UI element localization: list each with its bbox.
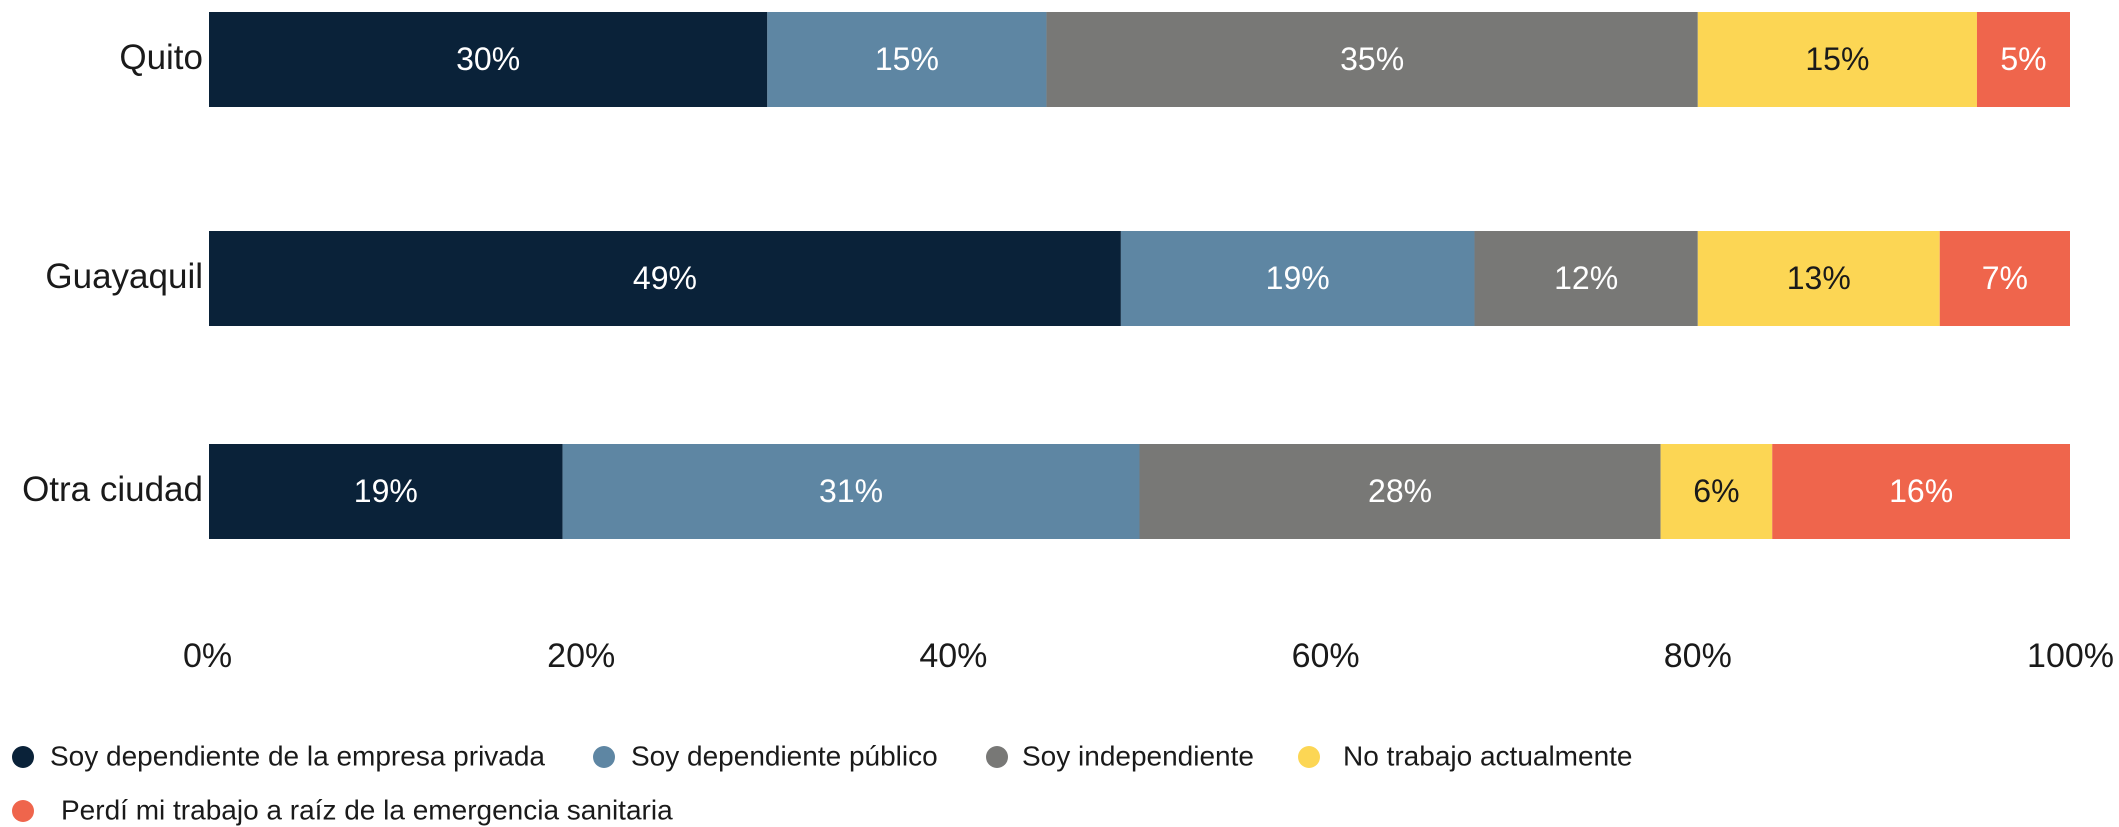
legend-label: Soy dependiente de la empresa privada [50, 740, 545, 771]
legend-label: Soy dependiente público [631, 740, 938, 771]
category-label: Quito [119, 38, 203, 77]
data-label: 19% [1266, 260, 1330, 296]
bar-segment [767, 12, 1047, 107]
x-tick-label: 20% [547, 637, 615, 675]
bar-segment [209, 231, 1121, 326]
bar-segment [1976, 12, 2070, 107]
legend-marker [593, 746, 615, 768]
data-label: 28% [1368, 473, 1432, 509]
data-label: 31% [819, 473, 883, 509]
data-label: 13% [1787, 260, 1851, 296]
x-tick-label: 80% [1664, 637, 1732, 675]
data-label: 49% [633, 260, 697, 296]
legend-marker [12, 800, 34, 822]
data-label: 35% [1340, 41, 1404, 77]
bar-segment [209, 444, 563, 539]
bar-segment [1474, 231, 1698, 326]
bar-segment [1697, 231, 1940, 326]
bar-segment [1660, 444, 1773, 539]
bar-segment [1046, 12, 1698, 107]
bar-segment [1772, 444, 2070, 539]
bar-segment [209, 12, 768, 107]
category-label: Otra ciudad [22, 470, 203, 509]
data-label: 15% [1805, 41, 1869, 77]
legend-marker [12, 746, 34, 768]
x-tick-label: 0% [183, 637, 232, 675]
x-tick-label: 40% [919, 637, 987, 675]
bar-segment [1939, 231, 2070, 326]
legend-marker [1298, 746, 1320, 768]
legend-marker [986, 746, 1008, 768]
data-label: 5% [2000, 41, 2046, 77]
bar-segment [562, 444, 1140, 539]
bar-segment [1697, 12, 1977, 107]
data-label: 6% [1693, 473, 1739, 509]
x-tick-label: 100% [2027, 637, 2114, 675]
x-tick-label: 60% [1292, 637, 1360, 675]
legend-label: Perdí mi trabajo a raíz de la emergencia… [61, 794, 673, 825]
data-label: 16% [1889, 473, 1953, 509]
bar-segment [1139, 444, 1661, 539]
legend-label: Soy independiente [1022, 740, 1254, 771]
data-label: 15% [875, 41, 939, 77]
data-label: 30% [456, 41, 520, 77]
data-label: 12% [1554, 260, 1618, 296]
data-label: 19% [354, 473, 418, 509]
category-label: Guayaquil [45, 257, 203, 296]
data-label: 7% [1982, 260, 2028, 296]
bar-segment [1120, 231, 1475, 326]
legend-label: No trabajo actualmente [1343, 740, 1633, 771]
